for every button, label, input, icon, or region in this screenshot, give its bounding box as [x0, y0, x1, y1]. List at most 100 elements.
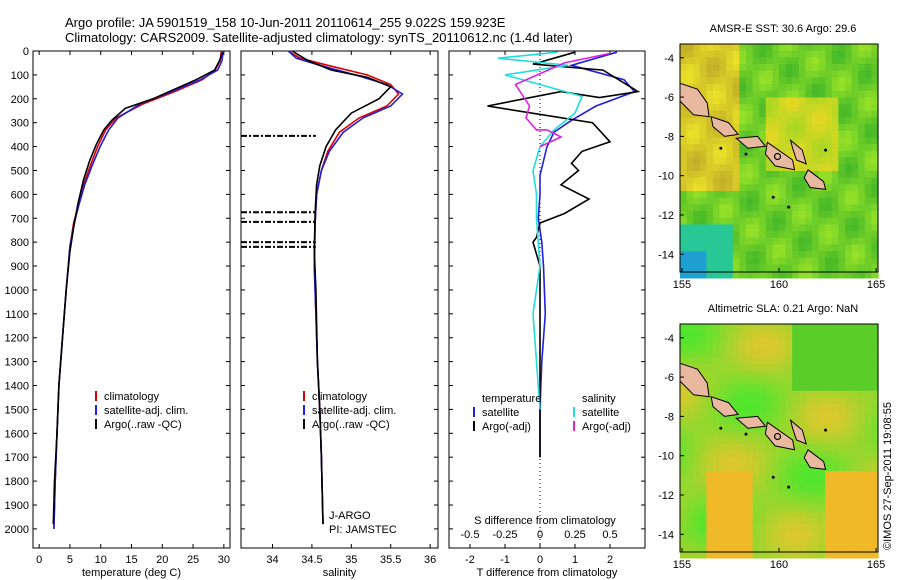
map-cell [825, 464, 833, 472]
map-cell [772, 377, 780, 385]
map-cell [792, 257, 800, 266]
map-cell [871, 511, 879, 519]
map-cell [706, 157, 714, 165]
map-cell [864, 84, 872, 92]
map-cell [726, 491, 734, 499]
legend-label: Argo(-adj) [482, 421, 531, 433]
map-cell [838, 164, 846, 172]
map-cell [746, 237, 754, 246]
map-cell [851, 171, 859, 179]
map-cell [818, 497, 826, 506]
map-cell [812, 97, 820, 105]
map-cell [680, 137, 688, 145]
map-cell [732, 244, 740, 252]
map-cell [746, 377, 754, 385]
map-cell [699, 264, 707, 272]
map-cell [693, 257, 701, 266]
map-cell [858, 251, 866, 259]
map-cell [765, 224, 773, 232]
map-cell [686, 244, 694, 252]
map-cell [772, 497, 780, 506]
map-cell [864, 531, 872, 539]
map-cell [719, 271, 727, 279]
map-cell [871, 130, 879, 139]
map-cell [831, 184, 839, 192]
map-cell [746, 130, 754, 139]
map-cell [759, 211, 767, 219]
map-cell [732, 264, 740, 272]
map-cell [765, 171, 773, 179]
map-cell [752, 130, 760, 139]
map-cell [792, 324, 800, 332]
map-cell [732, 211, 740, 219]
map-cell [845, 350, 853, 358]
map-cell [851, 157, 859, 165]
map-cell [798, 457, 806, 465]
map-cell [726, 191, 734, 199]
map-cell [680, 451, 688, 459]
map-cell [825, 544, 833, 552]
map-cell [792, 437, 800, 445]
map-cell [858, 504, 866, 512]
map-cell [752, 184, 760, 192]
map-cell [845, 537, 853, 546]
map-cell [752, 531, 760, 539]
map-cell [693, 357, 701, 365]
map-cell [864, 264, 872, 272]
map-cell [713, 104, 721, 112]
map-cell [818, 370, 826, 379]
map-cell [831, 397, 839, 405]
map-cell [772, 264, 780, 272]
map-cell [785, 430, 793, 439]
map-cell [798, 544, 806, 552]
map-cell [779, 191, 787, 199]
map-cell [825, 137, 833, 145]
map-cell [825, 524, 833, 532]
map-cell [858, 497, 866, 506]
map-cell [805, 397, 813, 405]
map-cell [759, 204, 767, 212]
map-cell [851, 237, 859, 246]
map-cell [719, 231, 727, 239]
map-cell [746, 211, 754, 219]
map-cell [726, 264, 734, 272]
map-cell [864, 370, 872, 379]
map-cell [765, 77, 773, 85]
map-cell [818, 171, 826, 179]
map-cell [871, 471, 879, 479]
map-cell [831, 344, 839, 352]
map-cell [792, 410, 800, 419]
map-cell [792, 217, 800, 226]
map-cell [871, 157, 879, 165]
map-cell [719, 430, 727, 439]
map-cell [851, 417, 859, 425]
map-cell [871, 484, 879, 492]
map-cell [812, 57, 820, 65]
map-cell [693, 364, 701, 372]
map-cell [759, 531, 767, 539]
map-cell [759, 150, 767, 159]
map-cell [746, 357, 754, 365]
map-cell [864, 377, 872, 385]
map-cell [798, 231, 806, 239]
map-cell [864, 257, 872, 266]
map-cell [845, 257, 853, 266]
map-cell [792, 357, 800, 365]
map-cell [812, 531, 820, 539]
map-cell [779, 424, 787, 432]
map-cell [871, 117, 879, 125]
map-cell [851, 110, 859, 119]
map-cell [785, 237, 793, 246]
map-cell [739, 397, 747, 405]
map-cell [779, 417, 787, 425]
map-cell [759, 551, 767, 559]
map-cell [693, 77, 701, 85]
x-tick-label: 20 [156, 554, 168, 566]
map-cell [858, 191, 866, 199]
map-cell [818, 97, 826, 105]
map-cell [699, 350, 707, 358]
map-cell [719, 531, 727, 539]
map-cell [726, 204, 734, 212]
map-cell [825, 364, 833, 372]
map-cell [845, 531, 853, 539]
